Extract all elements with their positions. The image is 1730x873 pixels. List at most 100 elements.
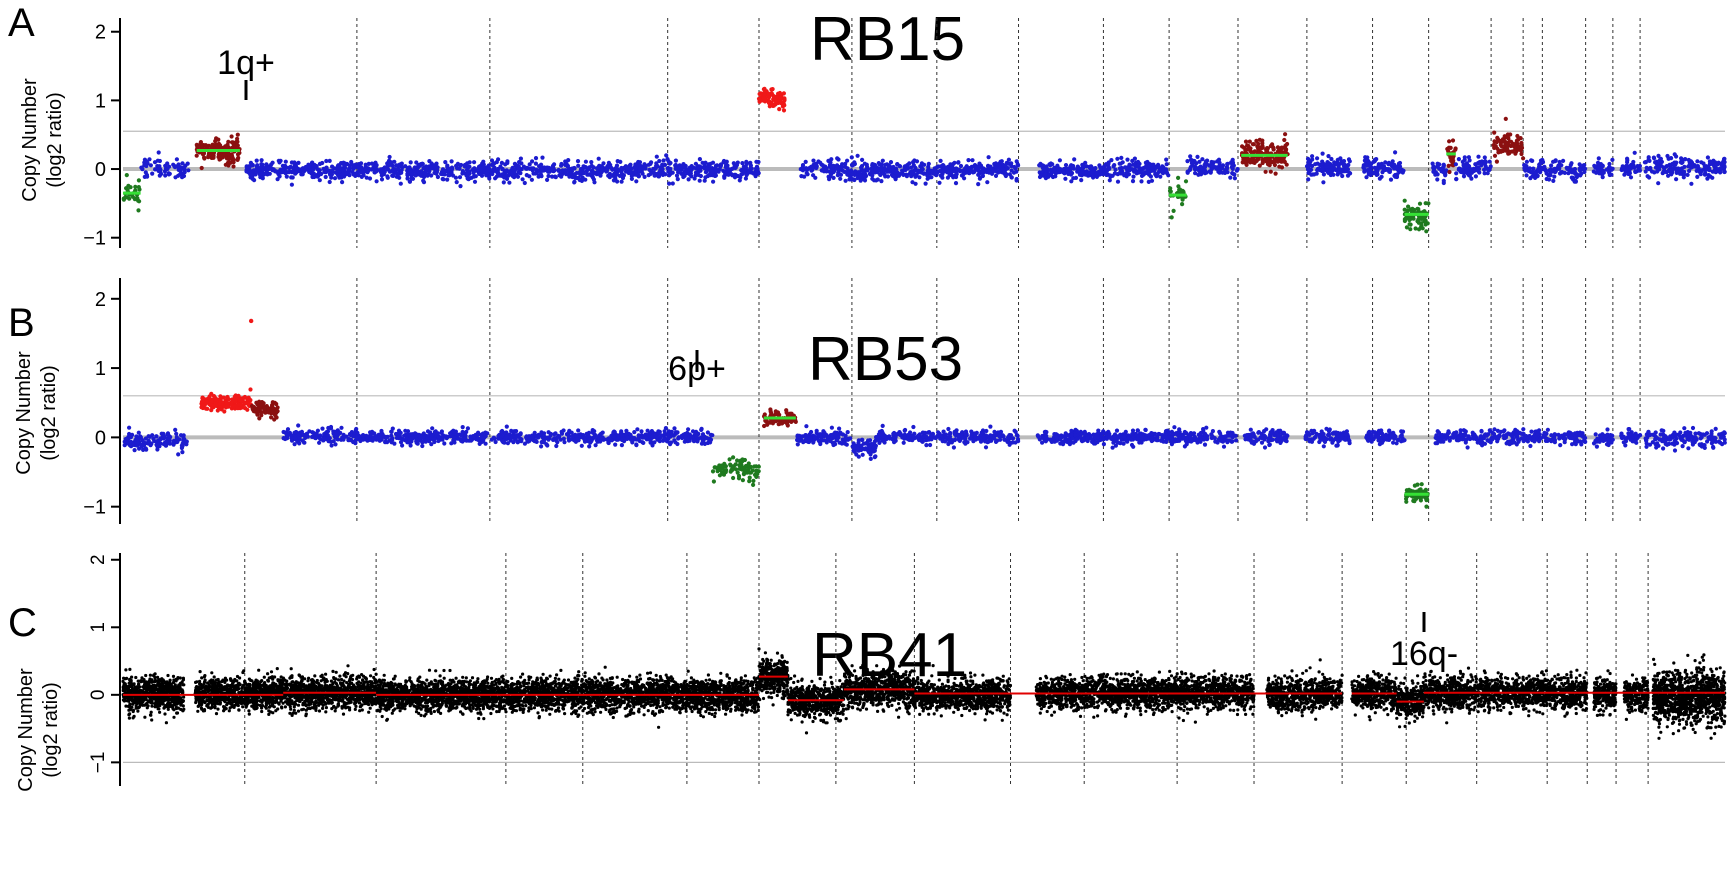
data-point — [1119, 162, 1123, 166]
data-point — [694, 162, 698, 166]
data-point — [1543, 167, 1547, 171]
data-point — [1524, 164, 1528, 168]
data-point — [721, 169, 725, 173]
data-point — [310, 175, 314, 179]
data-point — [1569, 163, 1573, 167]
data-point — [1115, 157, 1119, 161]
data-point — [245, 408, 249, 412]
data-point — [764, 89, 768, 93]
data-point — [1403, 217, 1407, 221]
data-point — [843, 162, 847, 166]
data-point — [523, 181, 527, 185]
data-point — [502, 180, 506, 184]
data-points — [122, 87, 1727, 234]
data-point — [1136, 165, 1140, 169]
data-point — [266, 409, 270, 413]
data-point — [402, 434, 406, 438]
y-tick-label: −1 — [83, 228, 106, 250]
data-point — [907, 161, 911, 165]
data-point — [732, 464, 736, 468]
data-point — [909, 166, 913, 170]
data-point — [494, 440, 498, 444]
data-point — [226, 140, 230, 144]
data-point — [545, 178, 549, 182]
data-point — [585, 432, 589, 436]
data-point — [255, 163, 259, 167]
data-point — [375, 163, 379, 167]
data-point — [976, 182, 980, 186]
data-point — [686, 427, 690, 431]
data-point — [441, 177, 445, 181]
data-point — [749, 470, 753, 474]
y-tick-label: 1 — [95, 90, 106, 112]
data-point — [824, 168, 828, 172]
data-point — [152, 439, 156, 443]
data-point — [879, 179, 883, 183]
data-point — [231, 142, 235, 146]
data-point — [318, 178, 322, 182]
data-point — [689, 434, 693, 438]
data-point — [1165, 162, 1169, 166]
data-point — [1272, 147, 1276, 151]
data-point — [571, 434, 575, 438]
data-point — [1240, 144, 1244, 148]
data-point — [1671, 168, 1675, 172]
data-point — [1597, 156, 1601, 160]
data-point — [333, 442, 337, 446]
data-point — [840, 165, 844, 169]
data-point — [450, 167, 454, 171]
data-point — [310, 435, 314, 439]
data-point — [429, 442, 433, 446]
data-point — [168, 442, 172, 446]
data-point — [744, 468, 748, 472]
data-point — [628, 163, 632, 167]
data-point — [290, 183, 294, 187]
data-point — [1565, 167, 1569, 171]
data-point — [772, 104, 776, 108]
data-point — [1514, 142, 1518, 146]
data-point — [1601, 170, 1605, 174]
data-point — [612, 172, 616, 176]
data-point — [826, 159, 830, 163]
data-point — [348, 438, 352, 442]
data-point — [744, 176, 748, 180]
data-point — [251, 163, 255, 167]
data-point — [649, 441, 653, 445]
data-point — [158, 436, 162, 440]
data-point — [1116, 180, 1120, 184]
data-point — [754, 464, 758, 468]
data-point — [652, 171, 656, 175]
data-point — [429, 166, 433, 170]
data-point — [1483, 171, 1487, 175]
data-point — [180, 450, 184, 454]
data-point — [1400, 168, 1404, 172]
data-point — [391, 164, 395, 168]
data-point — [1647, 157, 1651, 161]
data-point — [350, 430, 354, 434]
data-point — [1168, 189, 1172, 193]
data-point — [740, 161, 744, 165]
data-point — [806, 172, 810, 176]
data-point — [1230, 164, 1234, 168]
data-point — [163, 173, 167, 177]
data-point — [425, 174, 429, 178]
data-point — [1536, 174, 1540, 178]
data-point — [1076, 165, 1080, 169]
data-point — [757, 97, 761, 101]
data-point — [865, 168, 869, 172]
data-point — [966, 158, 970, 162]
data-point — [440, 429, 444, 433]
data-point — [921, 163, 925, 167]
data-point — [664, 153, 668, 157]
data-point — [1049, 173, 1053, 177]
data-point — [594, 443, 598, 447]
data-point — [1270, 142, 1274, 146]
data-point — [1194, 167, 1198, 171]
data-point — [1476, 155, 1480, 159]
data-point — [1680, 160, 1684, 164]
data-point — [448, 431, 452, 435]
data-point — [1502, 138, 1506, 142]
data-point — [1573, 171, 1577, 175]
data-point — [1515, 134, 1519, 138]
